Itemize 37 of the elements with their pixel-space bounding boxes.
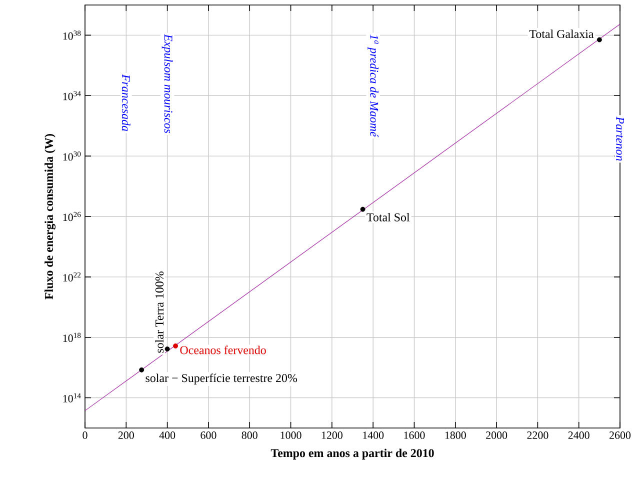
x-tick-label: 800 — [242, 432, 258, 439]
x-tick-label: 1200 — [322, 432, 342, 439]
x-tick-label: 1600 — [404, 432, 425, 439]
point — [596, 37, 602, 42]
x-tick-label: 1800 — [445, 432, 466, 439]
x-tick-label: 400 — [159, 432, 176, 439]
y-tick-label: 10$^{34}$ — [63, 91, 81, 100]
annotation: solar Terra 100% — [155, 272, 164, 353]
x-tick-label: 2000 — [486, 432, 508, 439]
annotation: Partenon — [616, 116, 624, 161]
annotation: Total Galaxia — [529, 30, 594, 38]
x-tick-label: 600 — [200, 432, 216, 439]
x-tick-label: 2600 — [610, 432, 631, 439]
x-axis-title: Tempo em anos a partir de 2010 — [270, 448, 434, 460]
annotation: Francesada — [122, 74, 130, 132]
point — [164, 346, 170, 352]
point — [139, 367, 144, 372]
x-tick-label: 1400 — [363, 432, 384, 439]
y-tick-label: 10$^{22}$ — [63, 272, 81, 282]
annotation: Expulsom mouriscos — [162, 34, 173, 134]
y-axis-title: Fluxo de energia consumida (W) — [44, 134, 56, 300]
y-tick-label: 10$^{30}$ — [63, 151, 81, 161]
y-tick-label: 10$^{26}$ — [63, 212, 81, 222]
x-tick-label: 0 — [82, 432, 88, 439]
x-tick-label: 200 — [118, 432, 134, 439]
y-tick-label: 10$^{18}$ — [63, 332, 81, 342]
point — [173, 343, 178, 348]
x-tick-label: 1000 — [280, 432, 302, 439]
annotation: solar − Superfície terrestre 20% — [146, 374, 298, 385]
x-tick-label: 2200 — [527, 432, 548, 439]
point — [360, 206, 366, 212]
y-tick-label: 10$^{14}$ — [63, 393, 81, 402]
x-tick-label: 2400 — [568, 432, 590, 439]
y-tick-label: 10$^{38}$ — [63, 30, 81, 40]
series-label: Oceanos fervendo — [180, 346, 266, 354]
annotation: Total Sol — [366, 212, 410, 222]
annotation: 1$^{a}$ predica de Maomé — [368, 34, 379, 138]
